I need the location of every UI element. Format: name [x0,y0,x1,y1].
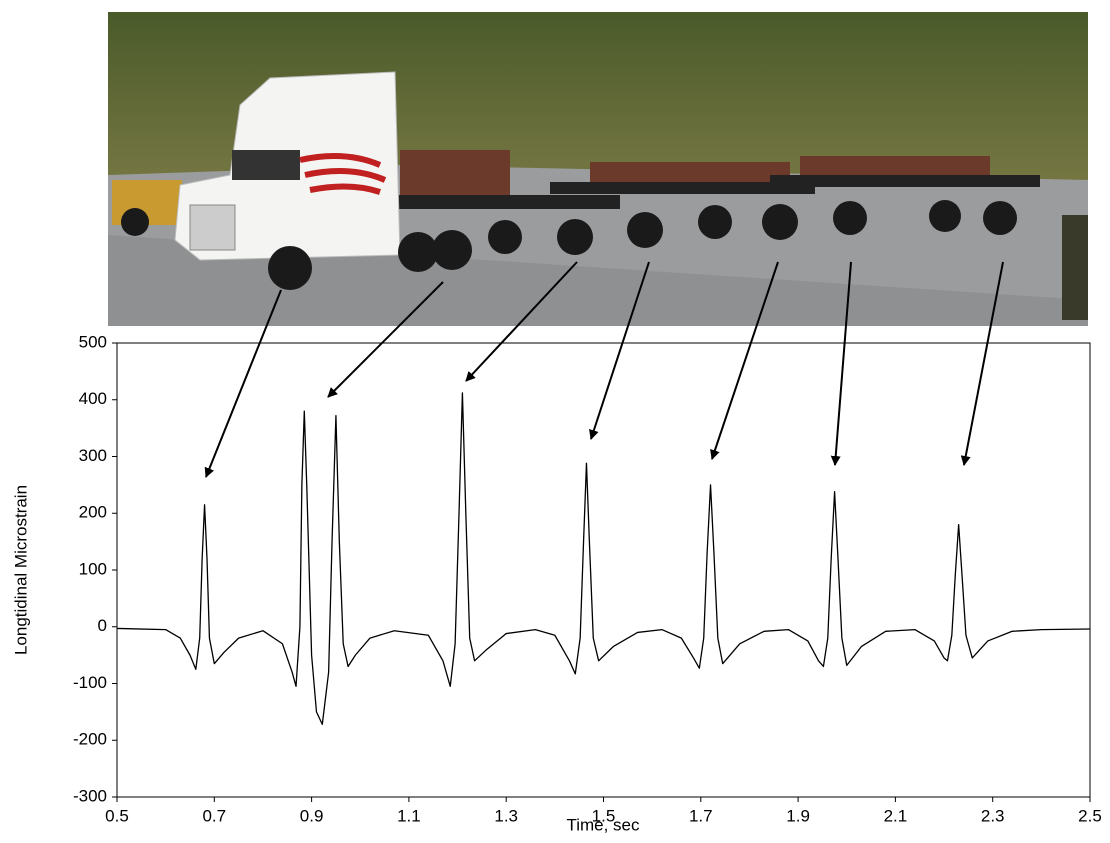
x-tick-label: 1.9 [786,806,810,825]
x-tick-label: 0.5 [105,806,129,825]
data-line [117,393,1090,724]
y-tick-label: 200 [79,503,107,522]
y-tick-label: 500 [79,332,107,351]
x-tick-label: 2.3 [981,806,1005,825]
truck-photo [108,12,1088,326]
x-tick-label: 2.5 [1078,806,1102,825]
y-tick-label: -200 [73,730,107,749]
y-tick-label: 300 [79,446,107,465]
x-tick-label: 1.3 [494,806,518,825]
x-tick-label: 0.7 [202,806,226,825]
plot-frame [117,343,1090,797]
x-tick-label: 1.5 [592,806,616,825]
x-tick-label: 0.9 [300,806,324,825]
y-axis-label: Longtidinal Microstrain [11,485,30,655]
y-tick-label: 100 [79,559,107,578]
x-tick-label: 1.7 [689,806,713,825]
x-tick-label: 1.1 [397,806,421,825]
y-tick-label: -100 [73,673,107,692]
y-tick-label: 400 [79,389,107,408]
chart: Time, sec Longtidinal Microstrain -300-2… [0,0,1110,838]
x-tick-label: 2.1 [884,806,908,825]
y-tick-label: 0 [98,616,107,635]
y-tick-label: -300 [73,786,107,805]
